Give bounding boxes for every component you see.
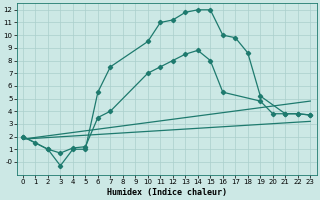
X-axis label: Humidex (Indice chaleur): Humidex (Indice chaleur) [107,188,227,197]
